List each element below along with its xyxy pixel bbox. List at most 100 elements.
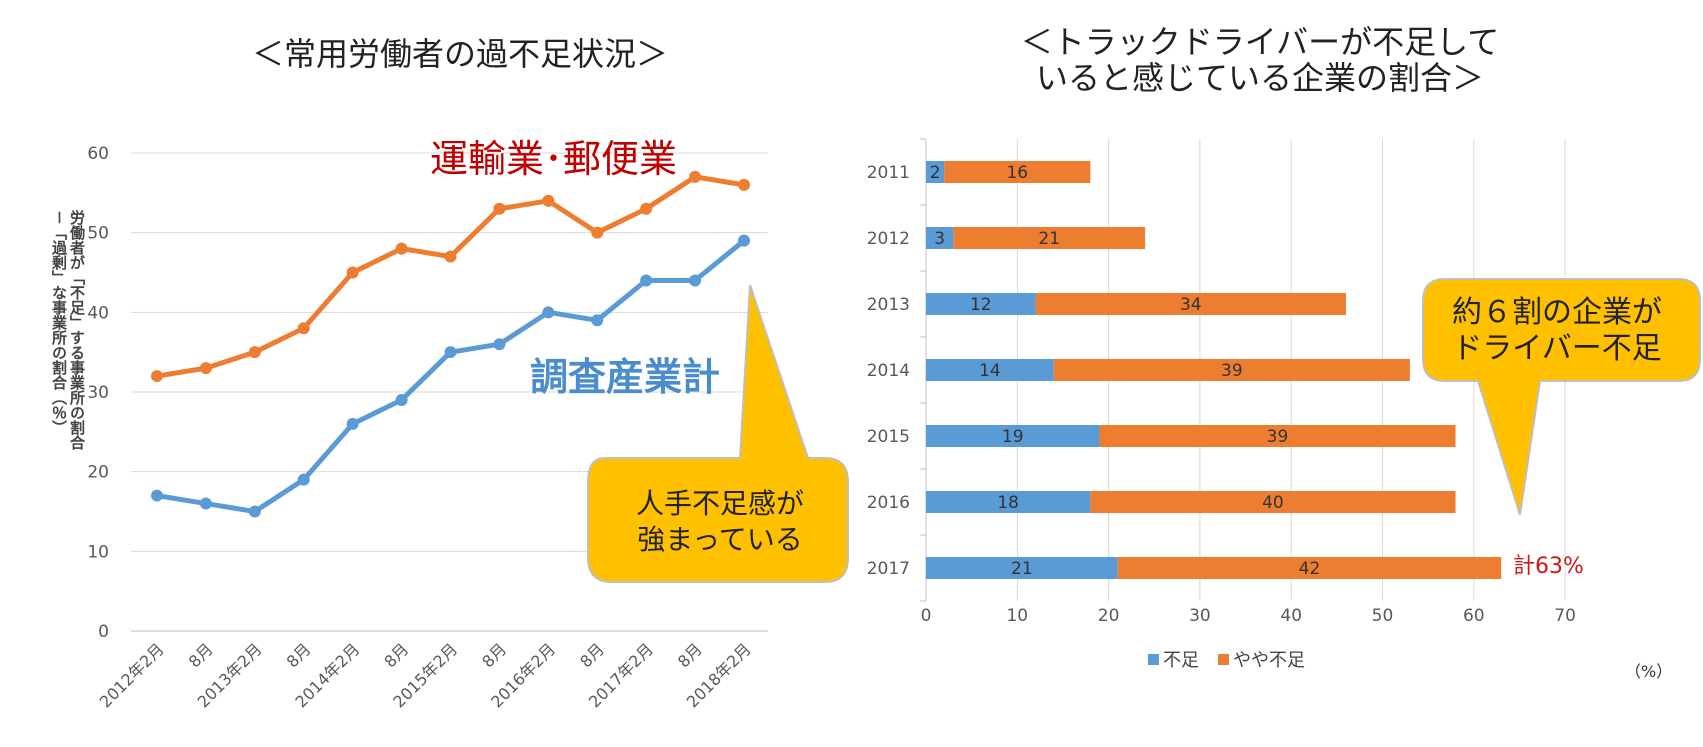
x-tick-label: 8月 — [576, 639, 608, 671]
x-tick-label: 8月 — [674, 639, 706, 671]
x-tick-label: 0 — [921, 606, 932, 626]
data-point — [199, 362, 212, 375]
bar-data-label: 40 — [1262, 493, 1284, 513]
data-point — [151, 489, 163, 502]
data-point — [151, 370, 163, 383]
x-tick-label: 8月 — [380, 639, 412, 671]
bar-segment-shortage — [926, 425, 1100, 447]
right-chart-title: ＜トラックドライバーが不足して いると感じている企業の割合＞ — [880, 24, 1640, 96]
data-point — [395, 242, 408, 255]
x-tick-label: 10 — [1006, 606, 1028, 626]
x-tick-label: 8月 — [283, 639, 315, 671]
legend-label-shortage: 不足 — [1163, 650, 1199, 671]
bar-data-label: 18 — [997, 493, 1019, 513]
y-category-label: 2015 — [867, 427, 910, 447]
y-category-label: 2014 — [867, 361, 910, 381]
right-title-line2: いると感じている企業の割合＞ — [1035, 59, 1484, 97]
right-title-line1: ＜トラックドライバーが不足して — [1020, 23, 1500, 61]
bar-segment-shortage — [926, 491, 1091, 513]
data-point — [493, 338, 506, 351]
bar-data-label: 39 — [1221, 361, 1243, 381]
y-category-label: 2012 — [867, 229, 910, 249]
bar-segment-slight-shortage — [1053, 359, 1410, 381]
data-point — [591, 314, 604, 327]
x-tick-label: 40 — [1280, 606, 1302, 626]
data-point — [591, 226, 604, 239]
data-point — [542, 194, 555, 207]
y-tick-label: 10 — [87, 542, 109, 562]
bar-data-label: 12 — [970, 295, 992, 315]
data-point — [640, 202, 653, 215]
series-label-transport: 運輸業･郵便業 — [430, 137, 678, 181]
callout-right-text: 約６割の企業が ドライバー不足 — [1422, 295, 1692, 367]
bar-segment-slight-shortage — [1117, 557, 1502, 579]
bar-segment-shortage — [926, 227, 954, 249]
callout-right-line1: 約６割の企業が — [1452, 295, 1662, 330]
data-point — [689, 170, 702, 183]
x-tick-label: 30 — [1189, 606, 1211, 626]
bar-data-label: 3 — [934, 229, 945, 249]
bar-data-label: 14 — [979, 361, 1001, 381]
y-category-label: 2016 — [867, 493, 910, 513]
callout-right-line2: ドライバー不足 — [1452, 331, 1662, 366]
bar-data-label: 16 — [1006, 163, 1028, 183]
callout-left-line1: 人手不足感が — [635, 487, 804, 520]
callout-left-text: 人手不足感が 強まっている — [590, 486, 850, 558]
data-point — [346, 266, 359, 279]
y-category-label: 2013 — [867, 295, 910, 315]
legend-item-shortage: 不足 — [1148, 646, 1199, 672]
data-point — [199, 497, 212, 510]
data-point — [444, 250, 457, 263]
series-label-all-industries: 調査産業計 — [530, 355, 721, 399]
bar-segment-shortage — [926, 293, 1036, 315]
callout-left-bubble — [587, 284, 849, 583]
total-annotation: 計63% — [1513, 554, 1584, 579]
y-tick-label: 50 — [87, 224, 109, 244]
bar-data-label: 34 — [1180, 295, 1202, 315]
data-point — [297, 473, 310, 486]
data-point — [493, 202, 506, 215]
bar-segment-slight-shortage — [953, 227, 1146, 249]
y-tick-label: 20 — [87, 463, 109, 483]
data-point — [738, 178, 750, 191]
y-tick-label: 40 — [87, 303, 109, 323]
bar-data-label: 19 — [1002, 427, 1024, 447]
x-tick-label: 20 — [1098, 606, 1120, 626]
data-point — [248, 505, 261, 518]
bar-segment-shortage — [926, 557, 1118, 579]
bar-segment-slight-shortage — [1035, 293, 1346, 315]
x-tick-label: 8月 — [478, 639, 510, 671]
y-category-label: 2017 — [867, 559, 910, 579]
bar-data-label: 2 — [930, 163, 941, 183]
y-axis-label-line2: －「過剰」な事業所の割合（％） — [50, 210, 68, 436]
bar-segment-slight-shortage — [944, 161, 1091, 183]
legend-swatch-blue — [1148, 653, 1159, 665]
data-point — [395, 393, 408, 406]
x-tick-label: 50 — [1372, 606, 1394, 626]
percent-unit-label: （%） — [1625, 662, 1673, 681]
data-point — [640, 274, 653, 287]
x-tick-label: 8月 — [185, 639, 217, 671]
left-chart-title: ＜常用労働者の過不足状況＞ — [251, 35, 668, 73]
bar-segment-slight-shortage — [1099, 425, 1456, 447]
bar-segment-shortage — [926, 161, 945, 183]
y-category-label: 2011 — [867, 163, 910, 183]
y-tick-label: 0 — [98, 622, 109, 642]
bar-data-label: 21 — [1038, 229, 1060, 249]
bar-data-label: 21 — [1011, 559, 1033, 579]
legend-swatch-orange — [1218, 653, 1229, 665]
y-tick-label: 30 — [87, 383, 109, 403]
y-tick-label: 60 — [87, 144, 109, 164]
callout-right-bubble — [1422, 278, 1701, 516]
data-point — [444, 346, 457, 359]
y-axis-label-line1: 労働者が「不足」する事業所の割合 — [68, 210, 86, 450]
legend-label-slight-shortage: やや不足 — [1233, 650, 1305, 671]
bar-segment-slight-shortage — [1090, 491, 1456, 513]
callouts — [587, 278, 1701, 583]
bar-data-label: 39 — [1267, 427, 1289, 447]
x-tick-label: 70 — [1554, 606, 1576, 626]
data-point — [689, 274, 702, 287]
data-point — [738, 234, 750, 247]
